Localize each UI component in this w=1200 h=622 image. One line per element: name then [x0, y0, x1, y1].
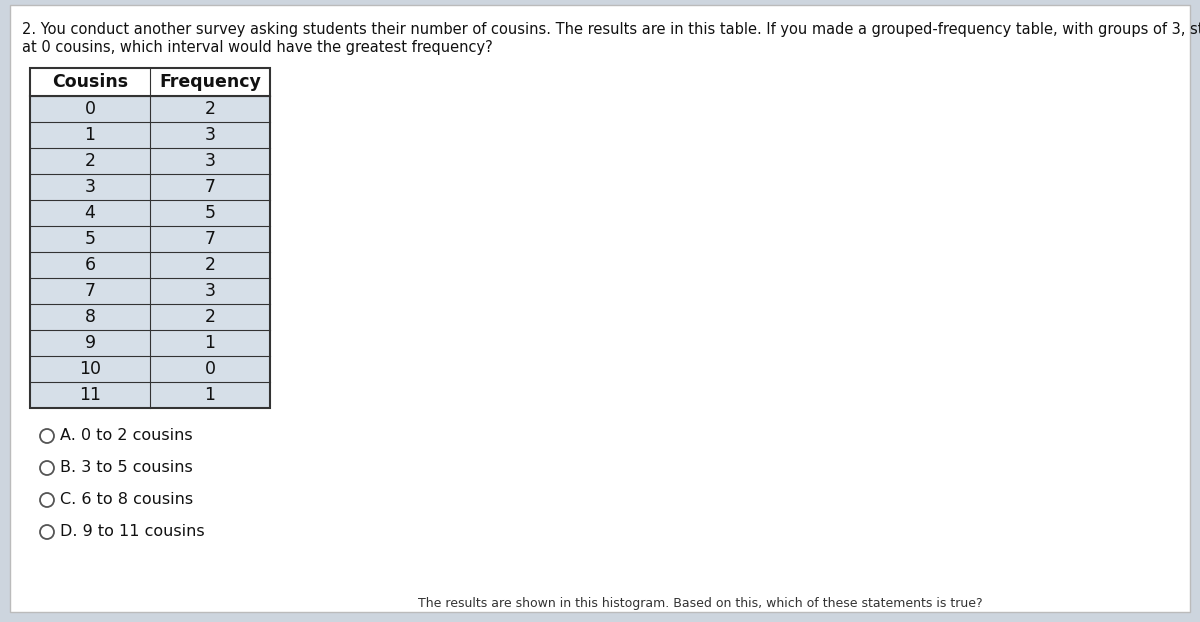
Bar — [30, 356, 270, 382]
Text: 8: 8 — [84, 308, 96, 326]
Text: 3: 3 — [84, 178, 96, 196]
Bar — [30, 382, 270, 408]
Text: 10: 10 — [79, 360, 101, 378]
Text: 7: 7 — [204, 178, 216, 196]
Text: 1: 1 — [204, 386, 216, 404]
Text: 4: 4 — [84, 204, 96, 222]
Text: 1: 1 — [204, 334, 216, 352]
Text: 3: 3 — [204, 152, 216, 170]
Bar — [30, 68, 270, 96]
Text: 5: 5 — [204, 204, 216, 222]
Text: Frequency: Frequency — [160, 73, 260, 91]
Text: 2: 2 — [204, 100, 216, 118]
Text: 0: 0 — [84, 100, 96, 118]
Text: 6: 6 — [84, 256, 96, 274]
Text: 0: 0 — [204, 360, 216, 378]
Text: 11: 11 — [79, 386, 101, 404]
Text: 2: 2 — [204, 308, 216, 326]
Text: 7: 7 — [84, 282, 96, 300]
Text: 2. You conduct another survey asking students their number of cousins. The resul: 2. You conduct another survey asking stu… — [22, 22, 1200, 37]
Bar — [30, 330, 270, 356]
Text: 5: 5 — [84, 230, 96, 248]
Text: Cousins: Cousins — [52, 73, 128, 91]
Text: B. 3 to 5 cousins: B. 3 to 5 cousins — [60, 460, 193, 475]
Bar — [30, 278, 270, 304]
FancyBboxPatch shape — [10, 5, 1190, 612]
Text: 9: 9 — [84, 334, 96, 352]
Bar — [30, 304, 270, 330]
Text: 7: 7 — [204, 230, 216, 248]
Bar — [30, 122, 270, 148]
Text: 3: 3 — [204, 282, 216, 300]
Bar — [30, 200, 270, 226]
Text: 3: 3 — [204, 126, 216, 144]
Text: 2: 2 — [204, 256, 216, 274]
Bar — [30, 148, 270, 174]
Bar — [30, 68, 270, 408]
Text: The results are shown in this histogram. Based on this, which of these statement: The results are shown in this histogram.… — [418, 597, 983, 610]
Text: 2: 2 — [84, 152, 96, 170]
Text: C. 6 to 8 cousins: C. 6 to 8 cousins — [60, 493, 193, 508]
Bar — [30, 226, 270, 252]
Text: 1: 1 — [84, 126, 96, 144]
Bar — [30, 174, 270, 200]
Bar — [30, 252, 270, 278]
Text: D. 9 to 11 cousins: D. 9 to 11 cousins — [60, 524, 205, 539]
Text: A. 0 to 2 cousins: A. 0 to 2 cousins — [60, 429, 193, 443]
Text: at 0 cousins, which interval would have the greatest frequency?: at 0 cousins, which interval would have … — [22, 40, 493, 55]
Bar — [30, 96, 270, 122]
